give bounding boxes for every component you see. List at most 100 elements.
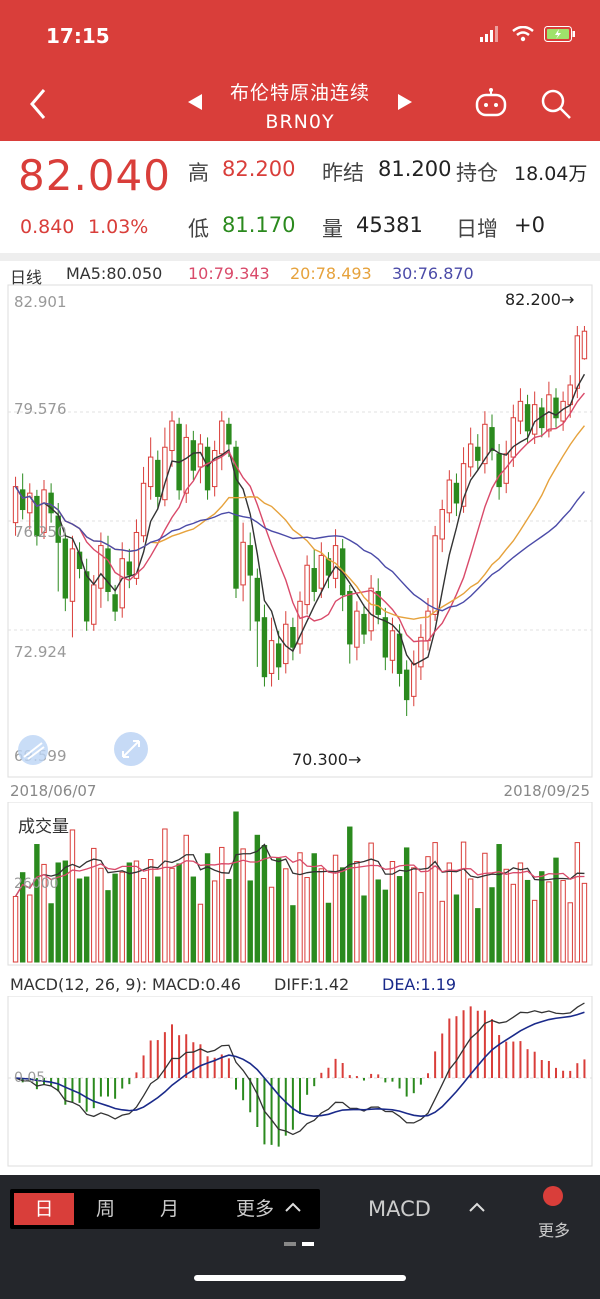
tab-day[interactable]: 日 — [14, 1193, 74, 1225]
indicator-selector[interactable]: MACD — [368, 1197, 431, 1221]
macd-histogram — [21, 1006, 586, 1147]
candle-body — [62, 538, 69, 599]
home-indicator — [194, 1275, 406, 1281]
candle-body — [112, 594, 118, 612]
candle-body — [304, 564, 310, 606]
candle-body — [482, 423, 488, 465]
volume-bar — [140, 878, 147, 963]
candle-body — [140, 482, 147, 537]
volume-bar — [425, 856, 431, 963]
tab-week[interactable]: 周 — [96, 1198, 116, 1220]
volume-bar — [105, 890, 111, 963]
volume-bar — [517, 862, 524, 963]
tab-more-periods[interactable]: 更多 — [236, 1198, 275, 1220]
volume-value: 45381 — [356, 213, 423, 237]
volume-bar — [297, 852, 303, 963]
ma10-label: 10:79.343 — [188, 264, 270, 283]
low-label: 低 — [188, 217, 209, 241]
volume-bar — [453, 894, 460, 963]
lasso-tool-icon[interactable] — [18, 735, 48, 765]
volume-axis-label: 26000 — [14, 876, 59, 892]
volume-bar — [275, 858, 282, 963]
date-end-label: 2018/09/25 — [503, 782, 590, 800]
volume-bar — [396, 876, 403, 963]
volume-bar — [197, 903, 204, 963]
more-dot-icon[interactable] — [542, 1185, 564, 1207]
dea-value: DEA:1.19 — [382, 975, 457, 994]
candle-body — [475, 446, 481, 461]
candlestick-chart[interactable]: 82.901 79.576 76.250 72.924 69.599 82.20… — [0, 283, 600, 780]
candle-body — [219, 420, 225, 455]
y-tick-3: 76.250 — [14, 523, 67, 541]
candle-body — [318, 554, 325, 589]
volume-bar — [62, 860, 69, 963]
volume-bar — [19, 872, 26, 963]
volume-bar — [389, 861, 396, 963]
candle-body — [126, 561, 133, 576]
ma10-line — [14, 392, 585, 643]
volume-bar — [553, 857, 559, 963]
diff-value: DIFF:1.42 — [274, 975, 350, 994]
back-icon[interactable] — [24, 84, 54, 124]
candle-body — [133, 531, 140, 579]
volume-bar — [531, 899, 538, 963]
volume-bar — [539, 871, 545, 963]
volume-bar — [354, 861, 360, 963]
candle-body — [354, 610, 360, 648]
volume-bar — [190, 876, 197, 963]
volume-bar — [318, 868, 325, 963]
candle-body — [147, 456, 154, 488]
volume-bar — [581, 882, 588, 963]
daily-inc-value: +0 — [514, 213, 545, 237]
candle-body — [581, 330, 588, 360]
volume-bar — [382, 889, 389, 963]
candle-body — [574, 335, 581, 389]
candle-body — [290, 627, 296, 648]
signal-icon — [480, 26, 498, 42]
price-change: 0.840 — [20, 216, 75, 238]
volume-bar — [254, 834, 261, 963]
wifi-icon — [512, 26, 534, 42]
candle-body — [382, 617, 389, 658]
indicator-chevron-up-icon[interactable] — [468, 1201, 486, 1213]
candle-body — [517, 400, 524, 422]
daily-inc-label: 日增 — [456, 217, 498, 241]
candle-body — [211, 450, 218, 488]
volume-bar — [48, 903, 54, 963]
more-button[interactable]: 更多 — [538, 1221, 571, 1240]
volume-bar — [91, 847, 97, 963]
ma20-label: 20:78.493 — [290, 264, 372, 283]
candle-body — [226, 423, 232, 445]
robot-assistant-icon[interactable] — [474, 88, 508, 118]
low-value: 81.170 — [222, 213, 296, 237]
volume-bar — [176, 863, 182, 963]
volume-bar — [446, 862, 453, 963]
volume-bar — [183, 834, 189, 963]
prev-contract-icon[interactable] — [188, 94, 202, 110]
volume-bar — [41, 863, 47, 963]
volume-bar — [524, 879, 531, 963]
volume-bar — [155, 876, 161, 963]
search-icon[interactable] — [540, 88, 572, 120]
volume-bar — [290, 905, 296, 963]
next-contract-icon[interactable] — [398, 94, 412, 110]
expand-icon[interactable] — [114, 732, 148, 766]
tab-month[interactable]: 月 — [160, 1198, 180, 1220]
candle-body — [489, 427, 495, 452]
volume-bar — [12, 895, 19, 963]
volume-chart[interactable]: 26000 — [0, 802, 600, 967]
volume-bar — [268, 886, 275, 963]
candle-body — [553, 397, 559, 419]
candles-group — [12, 325, 588, 717]
candle-body — [162, 446, 168, 501]
volume-ma10-line — [14, 855, 585, 897]
candle-body — [69, 548, 76, 602]
volume-bar — [560, 879, 566, 963]
macd-chart[interactable]: 0.05 — [0, 996, 600, 1168]
chevron-up-icon[interactable] — [284, 1201, 302, 1213]
volume-bar — [55, 862, 61, 963]
price-change-pct: 1.03% — [88, 216, 149, 238]
candle-body — [41, 489, 47, 533]
candle-body — [12, 486, 19, 524]
candle-body — [396, 633, 403, 674]
